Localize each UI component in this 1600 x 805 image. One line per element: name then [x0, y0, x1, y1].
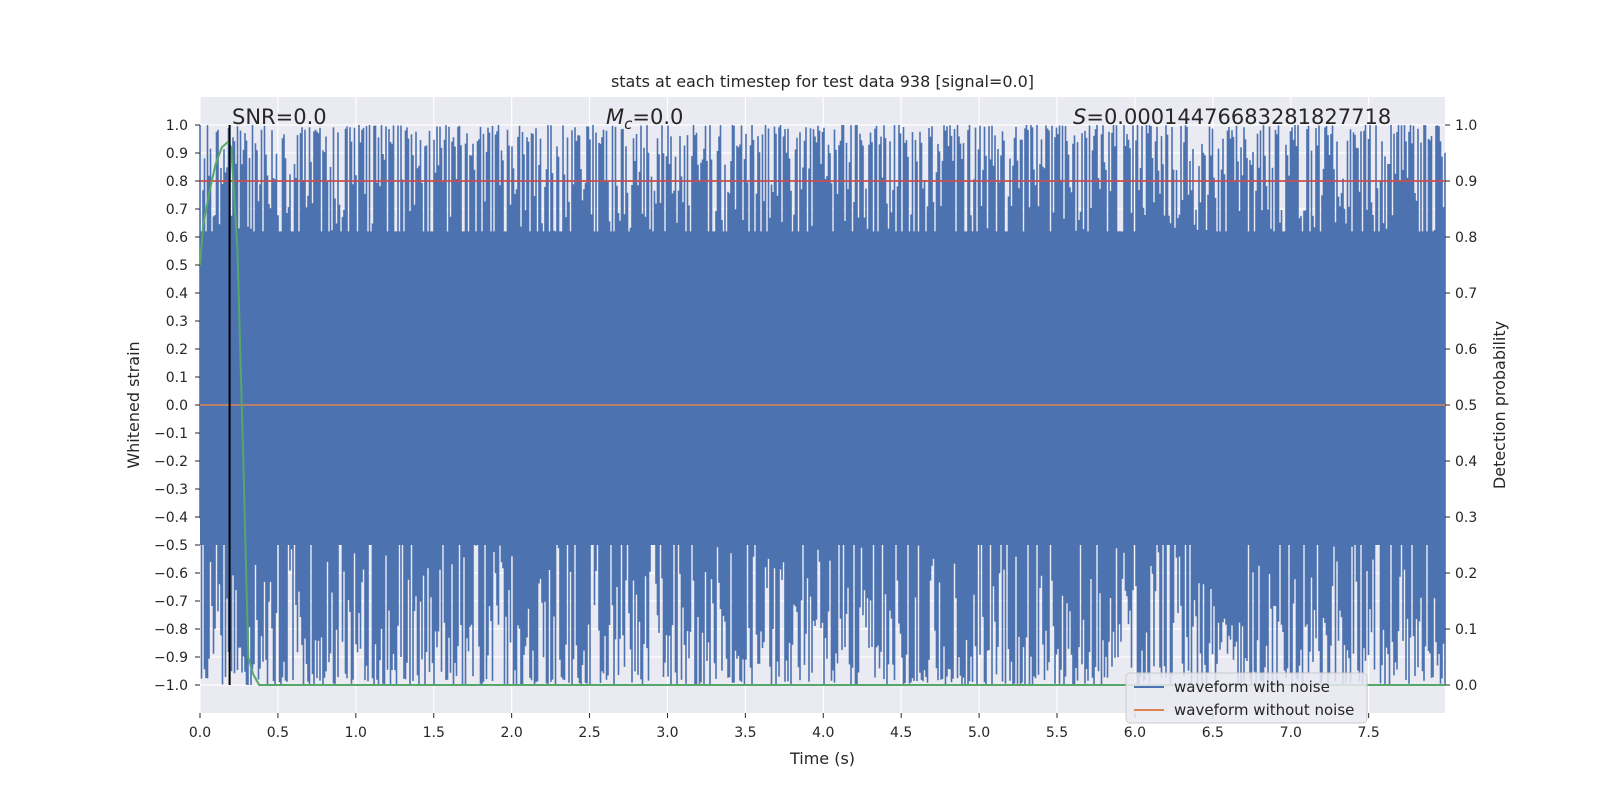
x-tick-label: 5.5: [1046, 725, 1068, 741]
s-stat-symbol: S: [1073, 105, 1086, 129]
y-tick-label: 0.0: [166, 398, 188, 414]
x-tick-label: 4.0: [812, 725, 834, 741]
x-tick-label: 3.0: [656, 725, 678, 741]
y2-tick-label: 0.2: [1455, 566, 1477, 582]
noise-waveform-series: [199, 125, 1446, 685]
y-tick-label: 1.0: [166, 118, 188, 134]
x-tick-label: 2.5: [578, 725, 600, 741]
y-tick-label: 0.4: [166, 286, 188, 302]
legend-label-noise: waveform with noise: [1174, 678, 1330, 696]
y-tick-label: 0.8: [166, 174, 188, 190]
s-stat-annotation: S=0.00014476683281827718: [1073, 105, 1391, 129]
y2-tick-label: 0.6: [1455, 342, 1477, 358]
x-tick-label: 6.5: [1202, 725, 1224, 741]
x-tick-label: 4.5: [890, 725, 912, 741]
y2-tick-label: 0.0: [1455, 678, 1477, 694]
y-tick-label: −0.4: [154, 510, 188, 526]
y-tick-label: −0.7: [154, 594, 188, 610]
x-tick-label: 7.5: [1358, 725, 1380, 741]
chirp-mass-annotation: Mc=0.0: [606, 105, 683, 133]
y-tick-label: −0.1: [154, 426, 188, 442]
chirp-mass-subscript: c: [624, 115, 633, 133]
x-tick-label: 0.5: [267, 725, 289, 741]
line-series: [199, 125, 1445, 686]
x-tick-label: 1.5: [423, 725, 445, 741]
y-tick-label: 0.1: [166, 370, 188, 386]
x-axis-label: Time (s): [789, 749, 855, 768]
y-tick-label: 0.3: [166, 314, 188, 330]
y2-tick-label: 0.1: [1455, 622, 1477, 638]
detection-probability-line: [199, 140, 1445, 686]
s-stat-value: =0.00014476683281827718: [1086, 105, 1391, 129]
snr-annotation: SNR=0.0: [232, 105, 327, 129]
legend-label-clean: waveform without noise: [1174, 701, 1354, 719]
y-tick-label: −1.0: [154, 678, 188, 694]
chirp-mass-value: =0.0: [632, 105, 683, 129]
x-tick-label: 5.0: [968, 725, 990, 741]
y-tick-label: −0.8: [154, 622, 188, 638]
y2-tick-label: 0.9: [1455, 174, 1477, 190]
y-tick-label: 0.5: [166, 258, 188, 274]
x-tick-label: 6.0: [1124, 725, 1146, 741]
y2-tick-label: 0.7: [1455, 286, 1477, 302]
axis-ticks: 0.0 0.5 1.0 1.5 2.0 2.5 3.0 3.5 4.0 4.5 5.0 5.5 6.0 6…: [154, 118, 1477, 741]
y2-tick-label: 1.0: [1455, 118, 1477, 134]
y2-tick-label: 0.3: [1455, 510, 1477, 526]
y2-tick-label: 0.5: [1455, 398, 1477, 414]
x-tick-label: 1.0: [345, 725, 367, 741]
y-tick-label: −0.9: [154, 650, 188, 666]
y-axis-label: Whitened strain: [124, 341, 143, 468]
y2-axis-label: Detection probability: [1490, 321, 1509, 489]
y-tick-label: −0.2: [154, 454, 188, 470]
y-tick-label: 0.2: [166, 342, 188, 358]
y-tick-label: −0.5: [154, 538, 188, 554]
x-tick-label: 2.0: [501, 725, 523, 741]
y2-tick-label: 0.8: [1455, 230, 1477, 246]
legend-box: [1125, 672, 1368, 724]
y-tick-label: 0.6: [166, 230, 188, 246]
chirp-mass-symbol: M: [606, 105, 624, 129]
y-tick-label: 0.9: [166, 146, 188, 162]
chart-title: stats at each timestep for test data 938…: [611, 72, 1034, 91]
x-tick-label: 7.0: [1280, 725, 1302, 741]
x-tick-label: 3.5: [734, 725, 756, 741]
y2-tick-label: 0.4: [1455, 454, 1477, 470]
y-tick-label: −0.6: [154, 566, 188, 582]
y-tick-label: 0.7: [166, 202, 188, 218]
x-tick-label: 0.0: [189, 725, 211, 741]
legend: waveform with noise waveform without noi…: [1125, 672, 1368, 724]
y-tick-label: −0.3: [154, 482, 188, 498]
